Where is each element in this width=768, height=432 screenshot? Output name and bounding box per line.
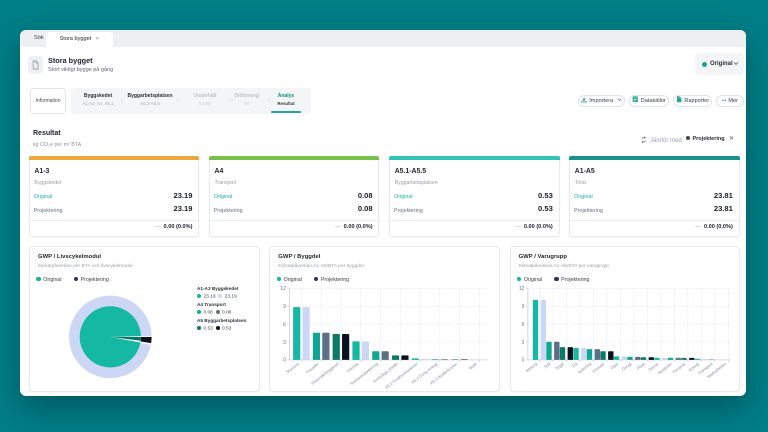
svg-text:Isolering: Isolering — [576, 361, 592, 375]
svg-text:Gips: Gips — [609, 361, 619, 370]
svg-text:Plast: Plast — [635, 361, 646, 371]
svg-text:Fasader: Fasader — [305, 361, 320, 375]
svg-text:0: 0 — [283, 358, 286, 364]
svg-text:Betong: Betong — [524, 361, 538, 373]
svg-text:Mark: Mark — [468, 361, 479, 371]
svg-text:Trä: Trä — [570, 361, 578, 369]
svg-text:Tegel: Tegel — [554, 361, 565, 371]
svg-text:Fönster: Fönster — [591, 361, 606, 374]
svg-text:12: 12 — [281, 286, 287, 292]
svg-text:Övrigt: Övrigt — [620, 361, 632, 372]
svg-text:3: 3 — [521, 340, 524, 346]
svg-text:Dörrar: Dörrar — [647, 361, 660, 372]
svg-text:6: 6 — [283, 322, 286, 328]
svg-text:Maskiner: Maskiner — [656, 361, 673, 376]
svg-text:Stomme: Stomme — [285, 361, 301, 375]
svg-text:Stål: Stål — [542, 361, 551, 369]
svg-text:3: 3 — [283, 340, 286, 346]
svg-text:6: 6 — [521, 322, 524, 328]
svg-text:0: 0 — [521, 358, 524, 364]
svg-text:9: 9 — [283, 304, 286, 310]
svg-text:12: 12 — [518, 286, 524, 292]
svg-text:Keramik: Keramik — [671, 361, 687, 375]
svg-text:Energi: Energi — [687, 361, 699, 372]
svg-text:9: 9 — [521, 304, 524, 310]
svg-text:Yttertak: Yttertak — [345, 361, 360, 374]
